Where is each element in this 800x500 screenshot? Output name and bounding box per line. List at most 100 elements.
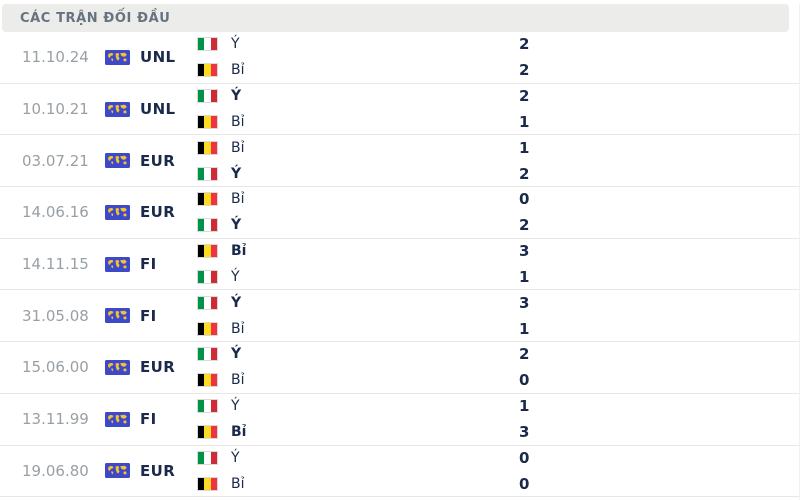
team-line: Ý 0: [197, 445, 799, 470]
team-name: Bỉ: [231, 243, 247, 260]
team-line: Bỉ 1: [197, 316, 799, 341]
competition-code: FI: [140, 410, 157, 429]
team-name: Ý: [231, 165, 242, 182]
belgium-flag-icon: [197, 115, 218, 130]
team-score: 0: [519, 371, 530, 390]
world-map-icon: [105, 256, 130, 272]
team-score: 2: [519, 35, 530, 54]
belgium-flag-icon: [197, 140, 218, 155]
team-score: 3: [519, 242, 530, 261]
team-score: 2: [519, 164, 530, 183]
team-name: Bỉ: [231, 114, 245, 131]
italy-flag-icon: [197, 166, 218, 181]
team-name: Ý: [231, 36, 240, 53]
competition-cell: EUR: [105, 462, 197, 480]
team-score: 1: [519, 113, 530, 132]
competition-code: EUR: [140, 461, 176, 480]
teams-cell: Ý 2 Bỉ 2: [197, 32, 799, 83]
match-row: 19.06.80 EUR Ý 0 Bỉ 0: [0, 446, 799, 498]
belgium-flag-icon: [197, 192, 218, 207]
team-line: Ý 2: [197, 161, 799, 186]
match-list: 11.10.24 UNL Ý 2 Bỉ 2: [0, 32, 799, 498]
match-date: 14.06.16: [22, 203, 89, 222]
team-score: 3: [519, 423, 530, 442]
belgium-flag-icon: [197, 244, 218, 259]
world-map-icon: [105, 49, 130, 65]
team-score: 2: [519, 345, 530, 364]
team-score: 1: [519, 319, 530, 338]
competition-code: FI: [140, 255, 157, 274]
world-map-icon: [105, 101, 130, 117]
team-score: 3: [519, 293, 530, 312]
italy-flag-icon: [197, 89, 218, 104]
match-row: 11.10.24 UNL Ý 2 Bỉ 2: [0, 32, 799, 84]
competition-code: FI: [140, 306, 157, 325]
team-name: Bỉ: [231, 424, 247, 441]
teams-cell: Ý 2 Bỉ 0: [197, 342, 799, 393]
match-row: 14.11.15 FI Bỉ 3 Ý 1: [0, 239, 799, 291]
match-row: 03.07.21 EUR Bỉ 1 Ý 2: [0, 135, 799, 188]
section-title: CÁC TRẬN ĐỐI ĐẦU: [20, 10, 171, 26]
teams-cell: Bỉ 1 Ý 2: [197, 135, 799, 186]
world-map-icon: [105, 204, 130, 220]
match-date: 31.05.08: [22, 306, 89, 325]
match-row: 14.06.16 EUR Bỉ 0 Ý 2: [0, 187, 799, 239]
team-name: Ý: [231, 217, 242, 234]
belgium-flag-icon: [197, 476, 218, 491]
team-line: Bỉ 2: [197, 58, 799, 83]
teams-cell: Ý 1 Bỉ 3: [197, 394, 799, 445]
team-score: 2: [519, 87, 530, 106]
team-name: Ý: [231, 294, 242, 311]
team-line: Ý 2: [197, 32, 799, 57]
team-line: Ý 1: [197, 394, 799, 419]
teams-cell: Ý 2 Bỉ 1: [197, 84, 799, 135]
team-score: 0: [519, 474, 530, 493]
italy-flag-icon: [197, 270, 218, 285]
world-map-icon: [105, 359, 130, 375]
team-name: Bỉ: [231, 62, 245, 79]
team-line: Bỉ 0: [197, 368, 799, 393]
competition-cell: EUR: [105, 203, 197, 221]
competition-cell: EUR: [105, 152, 197, 170]
team-name: Bỉ: [231, 372, 245, 389]
match-date: 11.10.24: [22, 48, 89, 67]
team-name: Ý: [231, 269, 240, 286]
team-line: Ý 1: [197, 265, 799, 290]
team-line: Bỉ 3: [197, 420, 799, 445]
team-name: Bỉ: [231, 191, 245, 208]
team-line: Ý 3: [197, 290, 799, 315]
italy-flag-icon: [197, 295, 218, 310]
team-line: Bỉ 0: [197, 471, 799, 496]
team-score: 1: [519, 268, 530, 287]
belgium-flag-icon: [197, 425, 218, 440]
teams-cell: Bỉ 0 Ý 2: [197, 187, 799, 238]
italy-flag-icon: [197, 399, 218, 414]
team-line: Bỉ 0: [197, 187, 799, 212]
team-score: 2: [519, 61, 530, 80]
team-name: Ý: [231, 398, 240, 415]
head-to-head-widget: CÁC TRẬN ĐỐI ĐẦU 11.10.24 UNL Ý 2 B: [0, 4, 800, 500]
team-score: 0: [519, 190, 530, 209]
competition-code: EUR: [140, 203, 176, 222]
match-row: 13.11.99 FI Ý 1 Bỉ 3: [0, 394, 799, 446]
team-line: Bỉ 1: [197, 110, 799, 135]
world-map-icon: [105, 153, 130, 169]
italy-flag-icon: [197, 450, 218, 465]
world-map-icon: [105, 308, 130, 324]
team-line: Ý 2: [197, 84, 799, 109]
team-name: Ý: [231, 346, 242, 363]
team-name: Bỉ: [231, 320, 245, 337]
competition-cell: UNL: [105, 100, 197, 118]
competition-code: EUR: [140, 358, 176, 377]
team-line: Ý 2: [197, 342, 799, 367]
world-map-icon: [105, 411, 130, 427]
team-line: Ý 2: [197, 213, 799, 238]
teams-cell: Bỉ 3 Ý 1: [197, 239, 799, 290]
match-row: 31.05.08 FI Ý 3 Bỉ 1: [0, 290, 799, 343]
competition-cell: FI: [105, 255, 197, 273]
world-map-icon: [105, 463, 130, 479]
match-date: 10.10.21: [22, 100, 89, 119]
competition-code: UNL: [140, 100, 176, 119]
competition-cell: EUR: [105, 358, 197, 376]
italy-flag-icon: [197, 37, 218, 52]
